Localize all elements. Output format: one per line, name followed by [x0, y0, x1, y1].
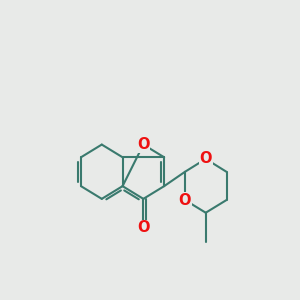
Text: O: O [179, 193, 191, 208]
Text: O: O [200, 152, 212, 166]
Text: O: O [137, 220, 150, 235]
Text: O: O [137, 137, 150, 152]
